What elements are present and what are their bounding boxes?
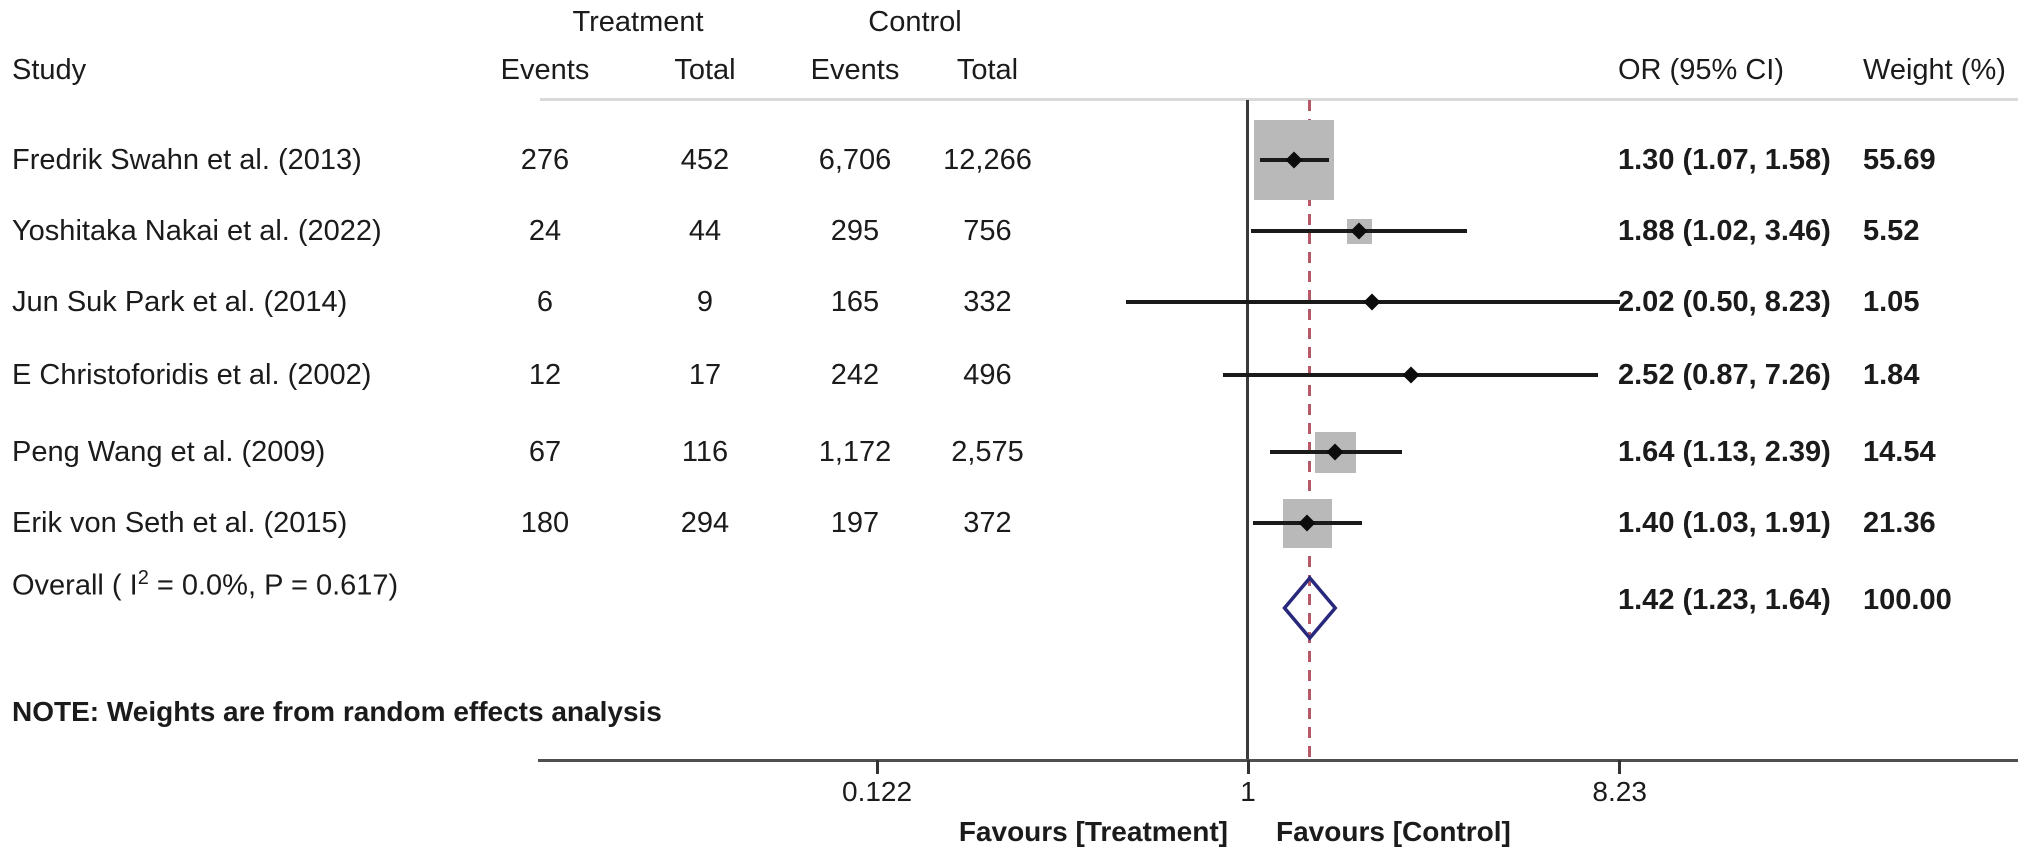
control-events-value: 165 (830, 286, 880, 318)
x-axis-tick-label: 8.23 (1592, 776, 1647, 807)
control-total-header: Total (956, 54, 1019, 86)
control-total-value: 496 (963, 359, 1012, 391)
treatment-events-value: 67 (528, 436, 562, 468)
treatment-events-value: 24 (528, 215, 562, 247)
weight-value: 55.69 (1863, 144, 1936, 176)
treatment-events-value: 6 (536, 286, 554, 318)
weight-value: 5.52 (1863, 215, 1920, 247)
control-total-value: 2,575 (951, 436, 1024, 468)
or-ci-value: 1.88 (1.02, 3.46) (1618, 215, 1831, 247)
or-ci-value: 2.52 (0.87, 7.26) (1618, 359, 1831, 391)
control-group-header: Control (868, 6, 962, 38)
treatment-total-value: 17 (688, 359, 722, 391)
or-ci-value: 1.40 (1.03, 1.91) (1618, 507, 1831, 539)
weight-value: 1.05 (1863, 286, 1920, 318)
x-axis-tick-label: 0.122 (842, 776, 913, 807)
control-events-value: 242 (830, 359, 880, 391)
x-axis (538, 759, 2018, 762)
study-label: Fredrik Swahn et al. (2013) (12, 144, 362, 176)
overall-label: Overall ( I2 = 0.0%, P = 0.617) (12, 567, 399, 602)
table-row: Fredrik Swahn et al. (2013) 276 452 6,70… (0, 142, 2032, 178)
control-events-value: 1,172 (818, 436, 892, 468)
control-events-value: 197 (830, 507, 880, 539)
treatment-events-value: 12 (528, 359, 562, 391)
table-row: Jun Suk Park et al. (2014) 6 9 165 332 2… (0, 284, 2032, 320)
control-events-value: 295 (830, 215, 880, 247)
control-events-header: Events (810, 54, 900, 86)
treatment-total-value: 452 (680, 144, 730, 176)
study-label: E Christoforidis et al. (2002) (12, 359, 372, 391)
x-axis-tick (875, 760, 879, 774)
or-ci-header: OR (95% CI) (1618, 54, 1784, 86)
control-total-value: 332 (963, 286, 1012, 318)
or-ci-value: 1.64 (1.13, 2.39) (1618, 436, 1831, 468)
overall-weight-value: 100.00 (1863, 584, 1952, 616)
x-axis-tick-label: 1 (1240, 776, 1256, 807)
weight-value: 1.84 (1863, 359, 1920, 391)
note-text: NOTE: Weights are from random effects an… (12, 696, 662, 727)
treatment-events-value: 180 (520, 507, 570, 539)
treatment-total-value: 294 (680, 507, 730, 539)
overall-row: Overall ( I2 = 0.0%, P = 0.617) 1.42 (1.… (0, 560, 2032, 616)
treatment-total-value: 44 (688, 215, 722, 247)
header-rule (540, 98, 2018, 101)
control-total-value: 372 (963, 507, 1012, 539)
or-ci-value: 2.02 (0.50, 8.23) (1618, 286, 1831, 318)
x-axis-tick (1618, 760, 1622, 774)
table-row: Peng Wang et al. (2009) 67 116 1,172 2,5… (0, 434, 2032, 470)
table-row: Yoshitaka Nakai et al. (2022) 24 44 295 … (0, 213, 2032, 249)
study-label: Jun Suk Park et al. (2014) (12, 286, 348, 318)
control-total-value: 756 (963, 215, 1012, 247)
weight-value: 14.54 (1863, 436, 1936, 468)
treatment-events-value: 276 (520, 144, 570, 176)
table-row: E Christoforidis et al. (2002) 12 17 242… (0, 357, 2032, 393)
or-ci-value: 1.30 (1.07, 1.58) (1618, 144, 1831, 176)
control-total-value: 12,266 (943, 144, 1032, 176)
treatment-events-header: Events (500, 54, 590, 86)
x-axis-tick (1246, 760, 1250, 774)
treatment-total-value: 116 (681, 436, 729, 468)
treatment-total-value: 9 (696, 286, 714, 318)
treatment-total-header: Total (674, 54, 736, 86)
weight-value: 21.36 (1863, 507, 1936, 539)
null-effect-line (1246, 100, 1249, 760)
weight-header: Weight (%) (1863, 54, 2006, 86)
overall-or-ci-value: 1.42 (1.23, 1.64) (1618, 584, 1831, 616)
study-label: Yoshitaka Nakai et al. (2022) (12, 215, 382, 247)
study-label: Erik von Seth et al. (2015) (12, 507, 348, 539)
study-label: Peng Wang et al. (2009) (12, 436, 326, 468)
table-row: Erik von Seth et al. (2015) 180 294 197 … (0, 505, 2032, 541)
favours-control-label: Favours [Control] (1276, 816, 1511, 847)
overall-dashed-line (1308, 100, 1312, 759)
control-events-value: 6,706 (818, 144, 892, 176)
treatment-group-header: Treatment (572, 6, 704, 38)
study-column-header: Study (12, 54, 87, 86)
favours-treatment-label: Favours [Treatment] (958, 816, 1228, 847)
